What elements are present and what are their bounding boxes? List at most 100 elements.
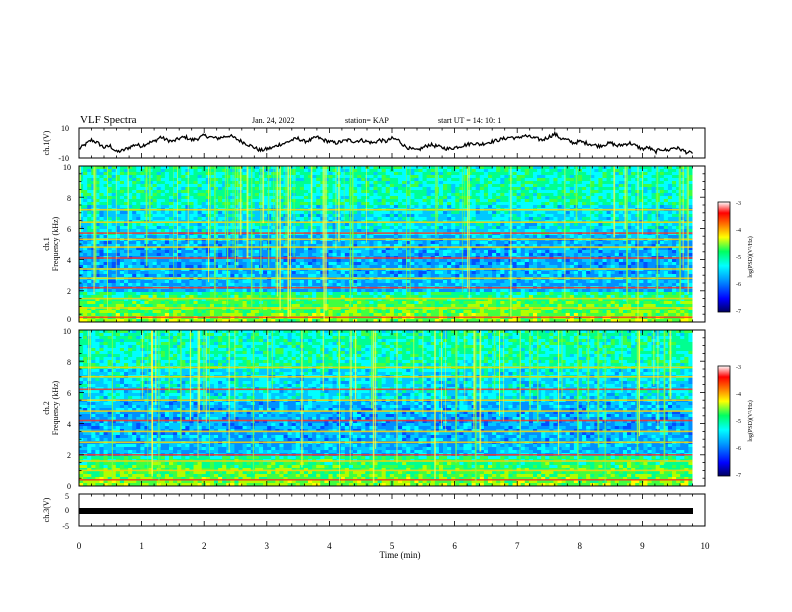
spectrogram-cell <box>627 199 632 203</box>
spectrogram-cell <box>672 229 677 233</box>
spectrogram-cell <box>573 253 579 257</box>
spectrogram-cell <box>164 235 170 239</box>
spectrogram-cell <box>434 235 440 239</box>
spectrogram-cell <box>303 223 309 227</box>
spectrogram-cell <box>614 250 620 254</box>
spectrogram-cell <box>197 175 203 179</box>
spectrogram-cell <box>250 190 256 194</box>
spectrogram-cell <box>111 184 117 188</box>
spectrogram-cell <box>573 229 579 233</box>
spectrogram-cell <box>479 184 485 188</box>
spectrogram-cell <box>361 166 366 170</box>
spectrogram-cell <box>226 166 231 170</box>
spectrogram-cell <box>467 175 473 179</box>
spectrogram-cell <box>541 262 546 266</box>
spectrogram-cell <box>447 229 452 233</box>
spectrogram-cell <box>99 217 104 221</box>
spectrogram-cell <box>426 226 432 230</box>
spectrogram-cell <box>303 175 309 179</box>
spectrogram-cell <box>516 193 522 197</box>
spectrogram-cell <box>651 250 657 254</box>
spectrogram-cell <box>303 262 309 266</box>
spectrogram-cell <box>528 214 534 218</box>
spectrogram-cell <box>295 169 301 173</box>
spectrogram-cell <box>651 199 657 203</box>
spectrogram-cell <box>631 241 636 245</box>
spectrogram-cell <box>185 259 190 263</box>
spectrogram-cell <box>438 259 444 263</box>
spectrogram-cell <box>83 244 88 248</box>
spectrogram-cell <box>312 205 317 209</box>
spectrogram-cell <box>140 190 145 194</box>
spectrogram-cell <box>213 262 219 266</box>
spectrogram-cell <box>83 265 88 269</box>
spectrogram-cell <box>365 247 370 251</box>
spectrogram-cell <box>132 175 137 179</box>
spectrogram-cell <box>111 259 117 263</box>
spectrogram-cell <box>128 211 133 215</box>
spectrogram-cell <box>418 202 423 206</box>
spectrogram-cell <box>168 229 174 233</box>
spectrogram-cell <box>148 253 154 257</box>
spectrogram-cell <box>627 178 632 182</box>
spectrogram-cell <box>308 223 313 227</box>
spectrogram-cell <box>250 223 256 227</box>
spectrogram-cell <box>520 229 526 233</box>
spectrogram-cell <box>672 193 677 197</box>
spectrogram-cell <box>320 202 325 206</box>
spectrogram-cell <box>672 244 677 248</box>
spectrogram-cell <box>667 193 673 197</box>
spectrogram-cell <box>422 202 428 206</box>
spectrogram-cell <box>173 247 178 251</box>
spectrogram-cell <box>451 202 456 206</box>
spectrogram-cell <box>545 181 550 185</box>
start-time-label: start UT = 14: 10: 1 <box>438 116 501 125</box>
spectrogram-cell <box>99 190 104 194</box>
spectrogram-cell <box>201 259 207 263</box>
spectrogram-cell <box>455 247 460 251</box>
spectrogram-cell <box>263 241 268 245</box>
spectrogram-cell <box>463 223 468 227</box>
spectrogram-cell <box>430 262 436 266</box>
spectrogram-cell <box>532 223 538 227</box>
spectrogram-cell <box>590 241 595 245</box>
spectrogram-cell <box>234 169 239 173</box>
spectrogram-cell <box>222 223 227 227</box>
spectrogram-cell <box>189 178 194 182</box>
spectrogram-cell <box>545 229 550 233</box>
spectrogram-cell <box>303 193 309 197</box>
spectrogram-cell <box>189 265 194 269</box>
spectrogram-cell <box>414 187 419 191</box>
spectrogram-cell <box>635 253 640 257</box>
spectrogram-cell <box>430 241 436 245</box>
spectrogram-cell <box>667 190 673 194</box>
spectrogram-cell <box>663 247 669 251</box>
spectrogram-cell <box>156 196 162 200</box>
spectrogram-cell <box>614 178 620 182</box>
spectrogram-cell <box>524 262 530 266</box>
spectrogram-cell <box>320 166 325 170</box>
spectrogram-cell <box>528 226 534 230</box>
spectrogram-cell <box>377 181 383 185</box>
spectrogram-cell <box>402 211 407 215</box>
spectrogram-cell <box>312 250 317 254</box>
spectrogram-cell <box>549 226 554 230</box>
spectrogram-cell <box>487 196 493 200</box>
spectrogram-cell <box>577 169 583 173</box>
spectrogram-cell <box>402 202 407 206</box>
spectrogram-cell <box>168 253 174 257</box>
spectrogram-cell <box>226 247 231 251</box>
spectrogram-cell <box>553 223 558 227</box>
spectrogram-cell <box>201 214 207 218</box>
spectrogram-cell <box>528 199 534 203</box>
spectrogram-cell <box>635 196 640 200</box>
spectrogram-cell <box>164 262 170 266</box>
spectrogram-cell <box>532 226 538 230</box>
spectrogram-cell <box>541 214 546 218</box>
spectrogram-cell <box>455 181 460 185</box>
spectrogram-cell <box>590 178 595 182</box>
spectrogram-cell <box>516 259 522 263</box>
spectrogram-cell <box>569 187 575 191</box>
spectrogram-cell <box>680 235 685 239</box>
spectrogram-cell <box>381 217 387 221</box>
